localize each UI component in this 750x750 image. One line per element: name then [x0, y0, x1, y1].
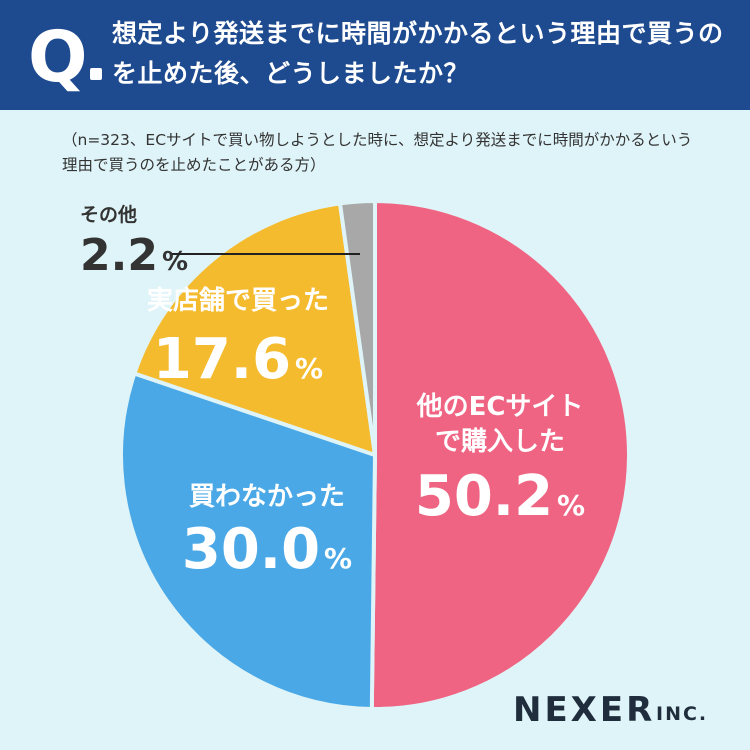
- percent-unit: %: [295, 352, 323, 385]
- pie-slice-2: [119, 371, 377, 711]
- slice-value-4: 2.2%: [80, 230, 188, 281]
- logo-wordmark: NEXER: [513, 690, 656, 730]
- percent-unit: %: [162, 247, 188, 277]
- pie-slice-3: [132, 201, 377, 457]
- slice-label-2: 買わなかった: [189, 482, 345, 512]
- percent-unit: %: [324, 542, 352, 575]
- question-text: 想定より発送までに時間がかかるという理由で買うのを止めた後、どうしましたか？: [112, 19, 724, 88]
- slice-label-1: で購入した: [435, 427, 565, 457]
- sample-note: （n=323、ECサイトで買い物しようとした時に、想定より発送までに時間がかかる…: [62, 131, 693, 174]
- percent-unit: %: [557, 489, 585, 522]
- pie-slice-4: [338, 199, 377, 457]
- q-letter: Q: [28, 16, 88, 98]
- logo-suffix: INC.: [656, 703, 709, 725]
- slice-label-1: 他のECサイト: [416, 392, 584, 422]
- question-header: Q 想定より発送までに時間がかかるという理由で買うのを止めた後、どうしましたか？: [0, 0, 750, 110]
- slice-label-4: その他: [80, 203, 137, 226]
- q-dot: [90, 68, 102, 80]
- pie-slice-1: [369, 199, 631, 711]
- slice-label-3: 実店舗で買った: [147, 285, 329, 316]
- nexer-logo: NEXER INC.: [513, 685, 733, 735]
